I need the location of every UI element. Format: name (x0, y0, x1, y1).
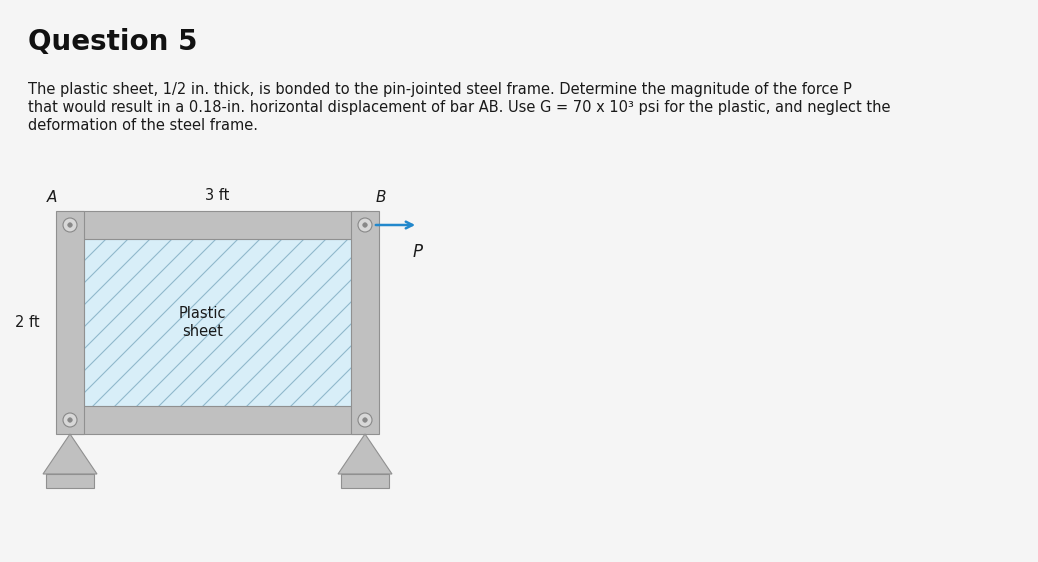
Text: A: A (47, 190, 57, 205)
Circle shape (63, 218, 77, 232)
Bar (70, 406, 365, 434)
Circle shape (67, 223, 73, 227)
Bar (46, 474, 94, 488)
Text: deformation of the steel frame.: deformation of the steel frame. (28, 118, 258, 133)
Text: 3 ft: 3 ft (206, 188, 229, 203)
Circle shape (358, 413, 372, 427)
Bar (56, 211, 84, 434)
Text: 2 ft: 2 ft (16, 315, 40, 330)
Circle shape (358, 218, 372, 232)
Text: that would result in a 0.18-in. horizontal displacement of bar AB. Use G = 70 x : that would result in a 0.18-in. horizont… (28, 100, 891, 115)
Bar (351, 211, 379, 434)
Circle shape (362, 418, 367, 422)
Circle shape (67, 418, 73, 422)
Bar (342, 474, 389, 488)
Bar (84, 239, 351, 406)
Polygon shape (338, 434, 392, 474)
Text: P: P (413, 243, 424, 261)
Circle shape (63, 413, 77, 427)
Text: B: B (376, 190, 386, 205)
Text: Plastic
sheet: Plastic sheet (179, 306, 226, 339)
Bar (70, 211, 365, 239)
Polygon shape (43, 434, 97, 474)
Text: Question 5: Question 5 (28, 28, 197, 56)
Circle shape (362, 223, 367, 227)
Text: The plastic sheet, 1/2 in. thick, is bonded to the pin-jointed steel frame. Dete: The plastic sheet, 1/2 in. thick, is bon… (28, 82, 852, 97)
